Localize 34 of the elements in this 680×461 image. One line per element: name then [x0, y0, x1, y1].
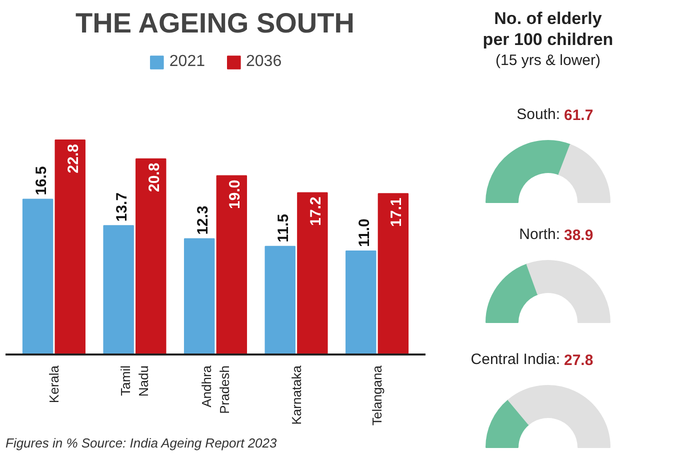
- bar: [378, 193, 409, 354]
- x-tick-label: Telangana: [370, 364, 385, 426]
- chart-title: THE AGEING SOUTH: [75, 8, 354, 38]
- bar: [103, 225, 134, 354]
- legend-label: 2036: [246, 53, 282, 71]
- chart-title: North: 38.9: [519, 226, 594, 244]
- chart-title: South: 61.7: [516, 106, 594, 124]
- data-label: 11.0: [356, 218, 373, 248]
- bar: [346, 250, 376, 354]
- bar: [297, 192, 328, 354]
- text: No. of elderly per 100 children: [482, 9, 614, 49]
- data-label: 12.3: [194, 206, 212, 235]
- data-label: 20.8: [146, 162, 163, 192]
- bar: [136, 158, 166, 354]
- x-tick-label: Tamil Nadu: [118, 365, 152, 397]
- legend-label: 2021: [169, 53, 205, 71]
- x-tick-label: Andhra Pradesh: [199, 364, 232, 414]
- data-label: 22.8: [65, 144, 82, 174]
- data-label: 17.2: [307, 196, 324, 226]
- text: (15 yrs & lower): [495, 52, 601, 69]
- bar: [22, 198, 54, 354]
- data-label: 11.5: [275, 214, 292, 242]
- text: Figures in % Source: India Ageing Report 2023: [6, 436, 278, 450]
- chart-title: Central India: 27.8: [470, 351, 594, 369]
- data-label: 16.5: [32, 166, 50, 196]
- bar: [54, 140, 86, 354]
- x-tick-label: Karnataka: [288, 364, 304, 425]
- bar: [216, 175, 248, 354]
- bar: [184, 238, 215, 354]
- data-label: 13.7: [114, 192, 131, 222]
- data-label: 17.1: [388, 198, 406, 227]
- x-tick-label: Kerala: [46, 364, 62, 404]
- data-label: 19.0: [226, 180, 244, 209]
- bar: [264, 246, 296, 354]
